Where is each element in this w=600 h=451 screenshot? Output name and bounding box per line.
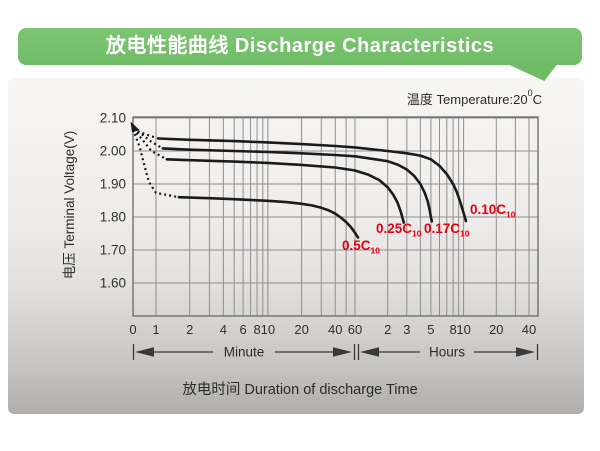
hours-range-arrow-left-arrowhead <box>360 347 379 357</box>
x-tick-label: 10 <box>261 322 275 337</box>
hours-range-arrow-right-arrowhead <box>516 347 535 357</box>
x-tick-label: 2 <box>384 322 391 337</box>
x-tick-label: 20 <box>489 322 503 337</box>
section-header-banner: 放电性能曲线 Discharge Characteristics <box>18 28 582 65</box>
plot-border <box>132 116 539 317</box>
x-tick-label: 6 <box>239 322 246 337</box>
curve-0.17C10 <box>161 147 434 223</box>
x-tick-label: 1 <box>152 322 159 337</box>
curve-0.10C10 <box>157 137 468 223</box>
curve-0.25C10 <box>165 158 406 224</box>
temperature-degree: 0 <box>527 88 533 98</box>
x-tick-label: 4 <box>220 322 227 337</box>
x-tick-label: 3 <box>403 322 410 337</box>
curve-dotted-0.25C10 <box>132 128 168 161</box>
temperature-text: 温度 Temperature:20 <box>406 92 528 107</box>
curve-dotted-0.10C10 <box>132 128 159 140</box>
x-tick-label: 2 <box>186 322 193 337</box>
y-tick-label: 2.10 <box>100 111 126 126</box>
curve-label-0.5C10: 0.5C10 <box>342 238 380 256</box>
curve-dotted-0.17C10 <box>132 128 164 150</box>
x-tick-label: 0 <box>129 322 136 337</box>
x-axis-title: 放电时间 Duration of discharge Time <box>182 382 418 398</box>
curve-label-0.17C10: 0.17C10 <box>424 221 470 239</box>
x-tick-label: 5 <box>427 322 434 337</box>
temperature-unit: C <box>532 92 542 107</box>
minute-range-arrow-left-arrowhead <box>135 347 154 357</box>
x-tick-label: 20 <box>294 322 308 337</box>
y-tick-label: 1.60 <box>100 276 126 291</box>
minute-range-arrow-label: Minute <box>224 345 265 360</box>
section-title: 放电性能曲线 Discharge Characteristics <box>105 35 495 57</box>
curve-dotted-0.5C10 <box>131 128 180 199</box>
curve-label-0.10C10: 0.10C10 <box>470 202 516 220</box>
x-tick-label: 8 <box>449 322 456 337</box>
y-tick-label: 1.70 <box>100 243 126 258</box>
temperature-label: 温度 Temperature:200C <box>330 88 542 108</box>
minute-range-arrow-right-arrowhead <box>333 347 352 357</box>
curve-label-0.25C10: 0.25C10 <box>376 221 422 239</box>
x-tick-label: 8 <box>253 322 260 337</box>
x-tick-label: 40 <box>328 322 342 337</box>
y-tick-label: 1.90 <box>100 177 126 192</box>
x-tick-label: 10 <box>456 322 470 337</box>
x-tick-label: 60 <box>348 322 362 337</box>
hours-range-arrow-label: Hours <box>429 345 465 360</box>
curve-0.5C10 <box>177 195 360 239</box>
y-tick-label: 1.80 <box>100 210 126 225</box>
x-tick-label: 40 <box>522 322 536 337</box>
y-tick-label: 2.00 <box>100 144 126 159</box>
chart-card-background <box>8 78 584 414</box>
